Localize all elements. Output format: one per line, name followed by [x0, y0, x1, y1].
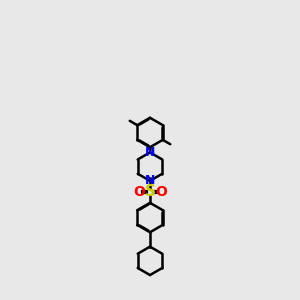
Text: O: O	[133, 184, 145, 199]
Text: S: S	[145, 184, 155, 199]
Text: O: O	[155, 184, 167, 199]
Text: N: N	[145, 174, 155, 187]
Text: N: N	[145, 146, 155, 159]
